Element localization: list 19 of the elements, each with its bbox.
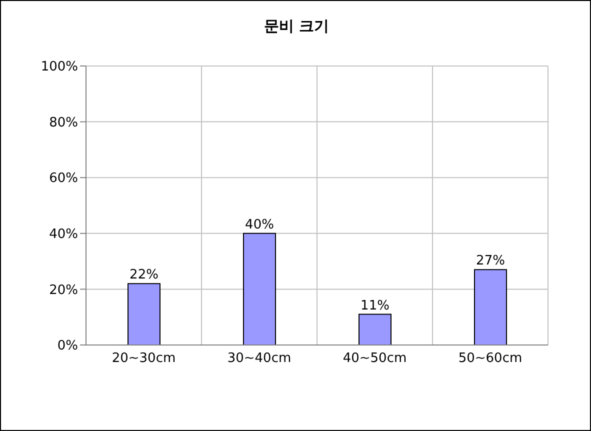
chart-title: 문비 크기 <box>262 17 330 36</box>
x-tick-label: 50~60cm <box>458 351 522 366</box>
bar <box>243 232 276 345</box>
y-tick-label: 80% <box>49 115 78 130</box>
x-tick-label: 20~30cm <box>112 351 176 366</box>
y-tick-label: 100% <box>40 60 78 75</box>
x-tick-label: 30~40cm <box>227 351 292 366</box>
data-label: 40% <box>245 217 274 232</box>
x-tick-label: 40~50cm <box>342 351 407 366</box>
y-tick-label: 20% <box>49 282 78 298</box>
y-tick-label: 40% <box>49 227 78 242</box>
y-tick-label: 60% <box>49 171 78 186</box>
data-label: 22% <box>130 268 158 283</box>
y-tick-label: 0% <box>57 338 78 354</box>
bar <box>128 283 160 345</box>
bar <box>358 314 392 345</box>
bar <box>474 269 507 345</box>
data-label: 11% <box>360 298 390 314</box>
data-label: 27% <box>476 254 505 269</box>
